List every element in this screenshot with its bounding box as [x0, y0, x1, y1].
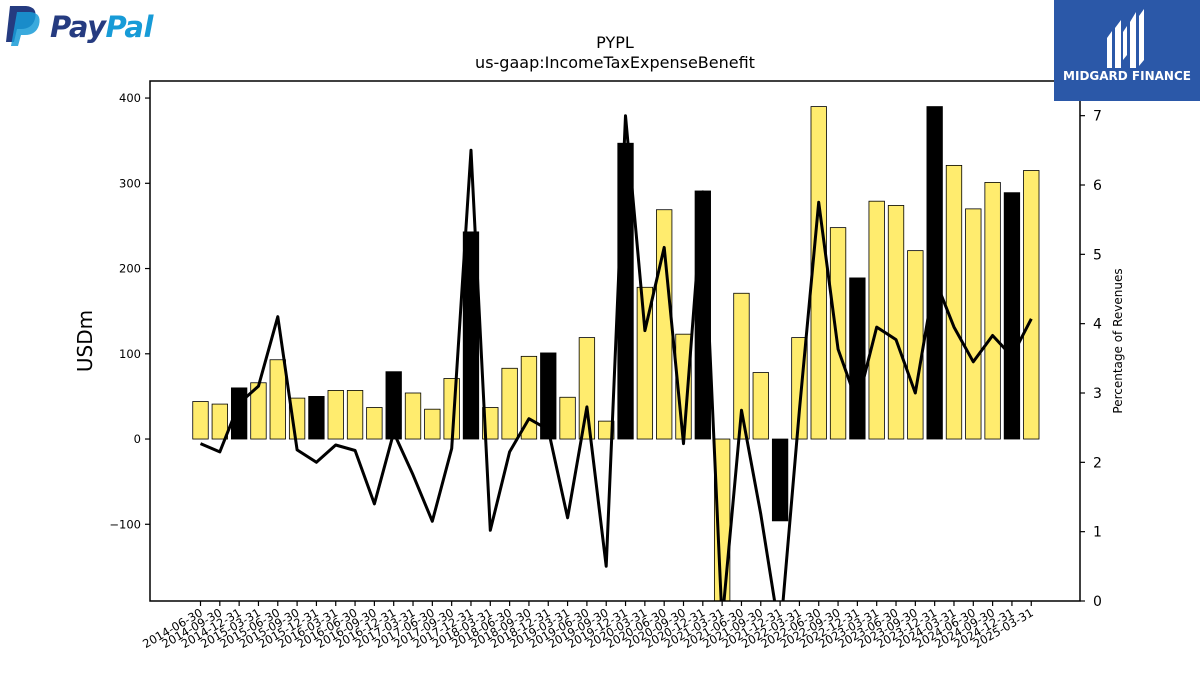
plot-frame — [149, 80, 1081, 602]
y-tick-label: 0 — [134, 432, 141, 446]
bar — [404, 392, 422, 440]
midgard-finance-name: MIDGARD FINANCE — [1063, 69, 1191, 83]
y-tick-label: 300 — [119, 176, 141, 190]
bar — [578, 337, 596, 440]
y2-axis-label: Percentage of Revenues — [1111, 268, 1125, 413]
bar — [829, 227, 847, 440]
bar — [887, 205, 905, 440]
y2-tick-label: 4 — [1093, 317, 1102, 333]
y2-tick-label: 0 — [1093, 594, 1102, 610]
bar — [269, 359, 286, 440]
bar — [752, 372, 769, 440]
y2-tick-label: 5 — [1093, 247, 1102, 263]
bar — [308, 396, 325, 440]
paypal-wordmark-pal: Pal — [105, 10, 153, 44]
y2-tick-label: 1 — [1093, 525, 1102, 541]
bar — [462, 231, 480, 440]
bar — [424, 408, 441, 440]
bar — [366, 407, 383, 440]
x-axis: 2014-06-302014-09-302014-12-312015-03-31… — [140, 601, 1036, 651]
bar — [540, 352, 557, 440]
y2-tick-label: 6 — [1093, 178, 1102, 194]
bar — [965, 208, 982, 440]
paypal-wordmark: PayPal — [50, 10, 153, 44]
left-axis: −100 0 100 200 300 400 — [109, 91, 150, 531]
bar — [868, 200, 885, 440]
y2-tick-label: 7 — [1093, 109, 1102, 125]
bar — [945, 164, 963, 440]
bar — [907, 250, 924, 440]
bar — [926, 106, 943, 440]
y2-tick-label: 3 — [1093, 386, 1102, 402]
line-series — [199, 114, 1033, 601]
bar — [849, 277, 866, 440]
bar — [211, 403, 228, 440]
bar-series — [192, 106, 1040, 602]
y2-tick-label: 2 — [1093, 455, 1102, 471]
paypal-wordmark-pay: Pay — [50, 10, 106, 44]
y-tick-label: 100 — [119, 347, 141, 361]
chart-title: PYPL — [596, 33, 634, 52]
bar — [1003, 192, 1021, 440]
bar — [385, 371, 402, 440]
bar — [1023, 170, 1040, 440]
bar — [559, 396, 576, 440]
paypal-p-icon — [6, 6, 40, 46]
y-axis-label: USDm — [73, 310, 97, 372]
bar — [598, 420, 615, 440]
bar — [346, 390, 364, 440]
bar — [636, 286, 654, 440]
midgard-m-icon — [1107, 9, 1144, 68]
bar — [192, 401, 209, 440]
bar — [733, 292, 750, 440]
bar — [327, 390, 344, 440]
bar — [984, 182, 1001, 440]
y-tick-label: 400 — [119, 91, 141, 105]
bar — [501, 367, 518, 440]
bar — [656, 209, 673, 440]
y-tick-label: 200 — [119, 262, 141, 276]
y-tick-label: −100 — [109, 517, 141, 531]
bar — [771, 438, 789, 522]
bar — [520, 355, 538, 440]
right-axis: 0 1 2 3 4 5 6 7 — [1080, 109, 1102, 610]
chart-subtitle: us-gaap:IncomeTaxExpenseBenefit — [475, 53, 755, 72]
midgard-finance-logo: MIDGARD FINANCE — [1054, 0, 1200, 101]
ratio-line — [199, 114, 1033, 601]
paypal-logo: PayPal — [4, 4, 174, 48]
